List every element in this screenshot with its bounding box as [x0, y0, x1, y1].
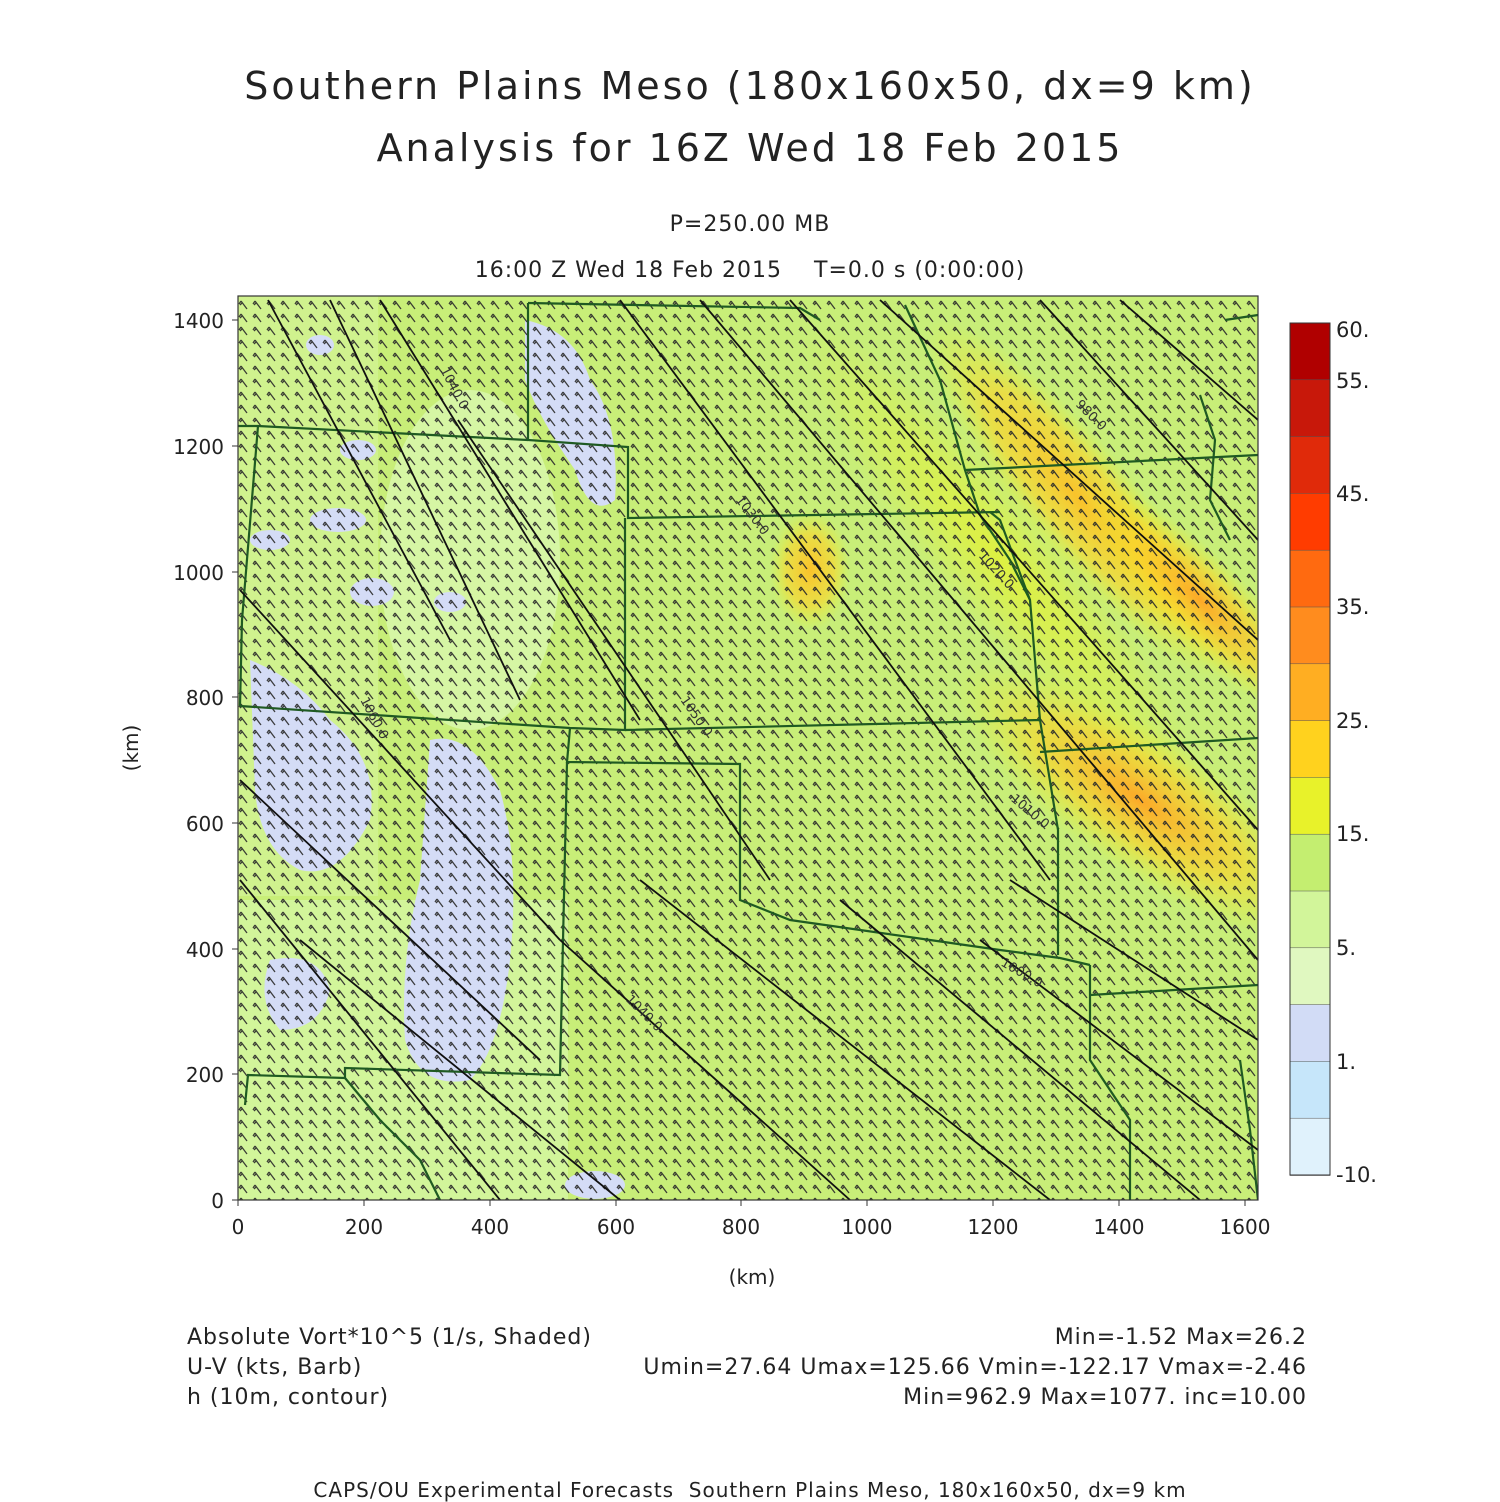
colorbar-labels: 60. 55. 45. 35. 25. 15. 5. 1. -10.: [1336, 318, 1377, 1187]
y-tick-label: 400: [186, 938, 224, 962]
colorbar-swatch: [1289, 493, 1331, 551]
map-title-line1: Southern Plains Meso (180x160x50, dx=9 k…: [244, 64, 1256, 108]
vorticity-shading: [238, 296, 1258, 1200]
colorbar-swatch: [1289, 436, 1331, 495]
field1-stats: Min=-1.52 Max=26.2: [1054, 1325, 1307, 1350]
colorbar-swatch: [1289, 777, 1331, 835]
credit-line: CAPS/OU Experimental Forecasts Southern …: [313, 1478, 1187, 1502]
y-tick-label: 1400: [173, 309, 224, 333]
height-contours: [239, 299, 1258, 1200]
colorbar-swatch: [1289, 549, 1331, 608]
colorbar-swatch: [1289, 1061, 1331, 1119]
colorbar-swatch: [1289, 379, 1331, 438]
colorbar-label: 60.: [1336, 318, 1369, 342]
colorbar-swatch: [1289, 890, 1331, 949]
colorbar-swatch: [1289, 833, 1331, 892]
colorbar-swatch: [1289, 720, 1331, 779]
x-tick-label: 600: [597, 1215, 635, 1239]
colorbar-swatch: [1289, 1004, 1331, 1063]
y-tick-label: 200: [186, 1063, 224, 1087]
field1-description: Absolute Vort*10^5 (1/s, Shaded): [187, 1325, 592, 1350]
state-boundaries: [238, 301, 1258, 1200]
x-tick-label: 0: [232, 1215, 245, 1239]
colorbar: [1289, 322, 1331, 1176]
field3-stats: Min=962.9 Max=1077. inc=10.00: [903, 1385, 1307, 1410]
valid-time-label: 16:00 Z Wed 18 Feb 2015 T=0.0 s (0:00:00…: [474, 258, 1026, 283]
colorbar-label: 1.: [1336, 1050, 1356, 1074]
x-tick-label: 200: [345, 1215, 383, 1239]
colorbar-swatch: [1289, 606, 1331, 665]
axis-ticks: [232, 319, 1246, 1206]
colorbar-label: 35.: [1336, 595, 1369, 619]
x-tick-label: 800: [722, 1215, 760, 1239]
field3-description: h (10m, contour): [187, 1385, 390, 1410]
y-tick-label: 1000: [173, 561, 224, 585]
x-tick-label: 1000: [842, 1215, 893, 1239]
colorbar-label: 15.: [1336, 822, 1369, 846]
y-tick-label: 0: [211, 1189, 224, 1213]
y-tick-label: 800: [186, 686, 224, 710]
colorbar-frame: [1289, 322, 1331, 1176]
y-tick-label: 600: [186, 812, 224, 836]
pressure-level-label: P=250.00 MB: [669, 212, 831, 237]
x-tick-label: 1600: [1220, 1215, 1271, 1239]
x-tick-label: 1400: [1094, 1215, 1145, 1239]
y-axis-label: (km): [119, 725, 143, 772]
colorbar-swatch: [1289, 322, 1331, 381]
plot-frame: [237, 295, 1259, 1201]
y-tick-label: 1200: [173, 435, 224, 459]
colorbar-label: -10.: [1336, 1163, 1377, 1187]
x-tick-label: 400: [471, 1215, 509, 1239]
field2-stats: Umin=27.64 Umax=125.66 Vmin=-122.17 Vmax…: [643, 1355, 1307, 1380]
y-tick-labels: 0 200 400 600 800 1000 1200 1400: [173, 309, 224, 1213]
colorbar-swatch: [1289, 947, 1331, 1006]
x-axis-label: (km): [729, 1265, 776, 1289]
colorbar-swatch: [1289, 663, 1331, 722]
colorbar-label: 5.: [1336, 936, 1356, 960]
map-title-line2: Analysis for 16Z Wed 18 Feb 2015: [376, 126, 1124, 170]
colorbar-label: 45.: [1336, 482, 1369, 506]
colorbar-label: 55.: [1336, 369, 1369, 393]
colorbar-label: 25.: [1336, 709, 1369, 733]
x-tick-label: 1200: [968, 1215, 1019, 1239]
colorbar-swatch: [1289, 1117, 1331, 1176]
x-tick-labels: 0 200 400 600 800 1000 1200 1400 1600: [232, 1215, 1271, 1239]
field2-description: U-V (kts, Barb): [187, 1355, 363, 1380]
